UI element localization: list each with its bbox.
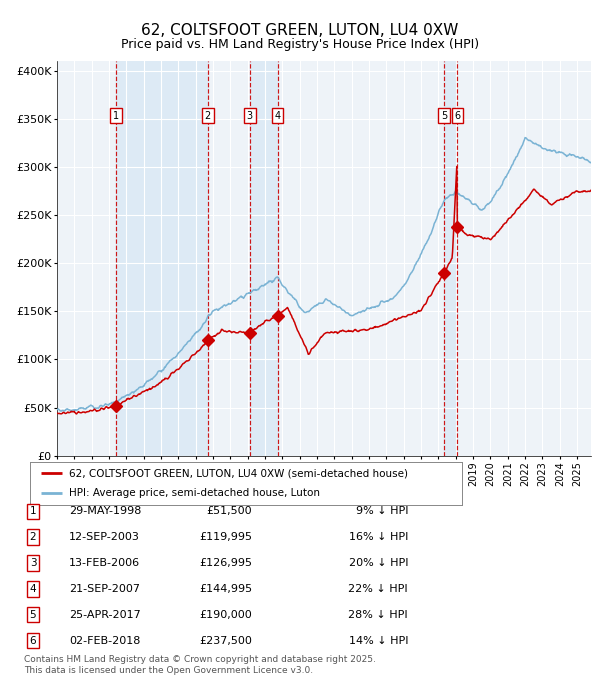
Text: £119,995: £119,995: [199, 532, 252, 542]
Text: 5: 5: [441, 111, 447, 120]
Text: HPI: Average price, semi-detached house, Luton: HPI: Average price, semi-detached house,…: [69, 488, 320, 498]
Text: £126,995: £126,995: [199, 558, 252, 568]
Text: 14% ↓ HPI: 14% ↓ HPI: [349, 636, 408, 645]
Text: 9% ↓ HPI: 9% ↓ HPI: [356, 507, 408, 516]
Text: 3: 3: [29, 558, 37, 568]
Text: 2: 2: [205, 111, 211, 120]
Text: £190,000: £190,000: [199, 610, 252, 619]
Text: 02-FEB-2018: 02-FEB-2018: [69, 636, 140, 645]
Text: 6: 6: [29, 636, 37, 645]
Text: 16% ↓ HPI: 16% ↓ HPI: [349, 532, 408, 542]
Text: £237,500: £237,500: [199, 636, 252, 645]
Text: 3: 3: [247, 111, 253, 120]
Text: 62, COLTSFOOT GREEN, LUTON, LU4 0XW: 62, COLTSFOOT GREEN, LUTON, LU4 0XW: [142, 23, 458, 38]
Text: 22% ↓ HPI: 22% ↓ HPI: [349, 584, 408, 594]
Text: 20% ↓ HPI: 20% ↓ HPI: [349, 558, 408, 568]
Text: 5: 5: [29, 610, 37, 619]
Text: £51,500: £51,500: [206, 507, 252, 516]
Text: 6: 6: [454, 111, 460, 120]
Text: 13-FEB-2006: 13-FEB-2006: [69, 558, 140, 568]
Text: Contains HM Land Registry data © Crown copyright and database right 2025.
This d: Contains HM Land Registry data © Crown c…: [24, 655, 376, 675]
Text: Price paid vs. HM Land Registry's House Price Index (HPI): Price paid vs. HM Land Registry's House …: [121, 38, 479, 51]
Text: 1: 1: [113, 111, 119, 120]
Text: 4: 4: [29, 584, 37, 594]
Text: 62, COLTSFOOT GREEN, LUTON, LU4 0XW (semi-detached house): 62, COLTSFOOT GREEN, LUTON, LU4 0XW (sem…: [69, 469, 408, 479]
Text: £144,995: £144,995: [199, 584, 252, 594]
Text: 21-SEP-2007: 21-SEP-2007: [69, 584, 140, 594]
Text: 2: 2: [29, 532, 37, 542]
Text: 12-SEP-2003: 12-SEP-2003: [69, 532, 140, 542]
Bar: [250, 61, 278, 456]
Bar: [116, 61, 208, 456]
Text: 25-APR-2017: 25-APR-2017: [69, 610, 141, 619]
Bar: [444, 61, 457, 456]
Text: 29-MAY-1998: 29-MAY-1998: [69, 507, 142, 516]
Text: 1: 1: [29, 507, 37, 516]
Text: 4: 4: [274, 111, 281, 120]
Text: 28% ↓ HPI: 28% ↓ HPI: [349, 610, 408, 619]
